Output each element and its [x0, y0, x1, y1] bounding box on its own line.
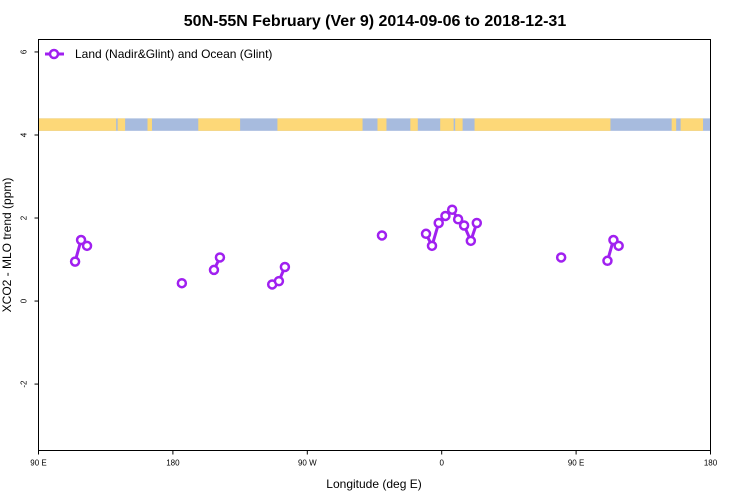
land-segment [440, 118, 454, 131]
land-segment [671, 118, 677, 131]
data-point [613, 240, 624, 252]
data-point [555, 252, 567, 263]
series-layer [69, 204, 624, 290]
land-segment [474, 118, 611, 131]
x-tick-label: 90 E [30, 459, 46, 468]
land-segment [117, 118, 126, 131]
legend: Land (Nadir&Glint) and Ocean (Glint) [45, 47, 272, 61]
data-point [75, 234, 87, 246]
land-segment [680, 118, 704, 131]
data-point [446, 204, 458, 215]
land-segment [410, 118, 418, 131]
x-axis: 90 E 180 90 W 0 90 E 180 [30, 450, 718, 468]
data-point [433, 217, 444, 229]
data-point [458, 220, 470, 231]
data-point [440, 210, 451, 222]
data-point [602, 255, 613, 267]
plot-frame [38, 39, 711, 451]
land-ocean-band [38, 118, 711, 131]
land-segment [38, 118, 117, 131]
y-tick-label: 2 [20, 215, 29, 220]
y-axis-label: XCO2 - MLO trend (ppm) [0, 178, 14, 313]
y-tick-label: -2 [20, 380, 29, 388]
data-point [273, 275, 285, 287]
land-segment [455, 118, 463, 131]
data-point [376, 230, 388, 241]
data-point [279, 261, 291, 273]
y-tick-label: 4 [20, 132, 29, 137]
data-point [420, 228, 432, 240]
data-point [208, 264, 220, 276]
legend-marker [48, 48, 60, 60]
data-point [176, 277, 188, 289]
data-point [465, 235, 477, 247]
land-segment [198, 118, 241, 131]
data-point [452, 214, 464, 225]
x-tick-label: 180 [704, 459, 718, 468]
land-segment [377, 118, 387, 131]
data-point [69, 256, 81, 267]
x-axis-label: Longitude (deg E) [326, 477, 421, 491]
data-point [214, 252, 226, 263]
chart-title: 50N-55N February (Ver 9) 2014-09-06 to 2… [184, 13, 567, 30]
y-axis: -2 0 2 4 6 [20, 49, 39, 388]
y-tick-label: 6 [20, 49, 29, 54]
y-tick-label: 0 [20, 298, 29, 303]
data-point [426, 240, 438, 252]
x-tick-label: 0 [439, 459, 444, 468]
x-tick-label: 90 W [298, 459, 317, 468]
legend-label: Land (Nadir&Glint) and Ocean (Glint) [75, 47, 272, 61]
x-tick-label: 90 E [568, 459, 584, 468]
x-tick-label: 180 [166, 459, 180, 468]
land-segment [147, 118, 152, 131]
data-point [471, 217, 483, 229]
land-segment [277, 118, 363, 131]
data-point [81, 240, 93, 252]
